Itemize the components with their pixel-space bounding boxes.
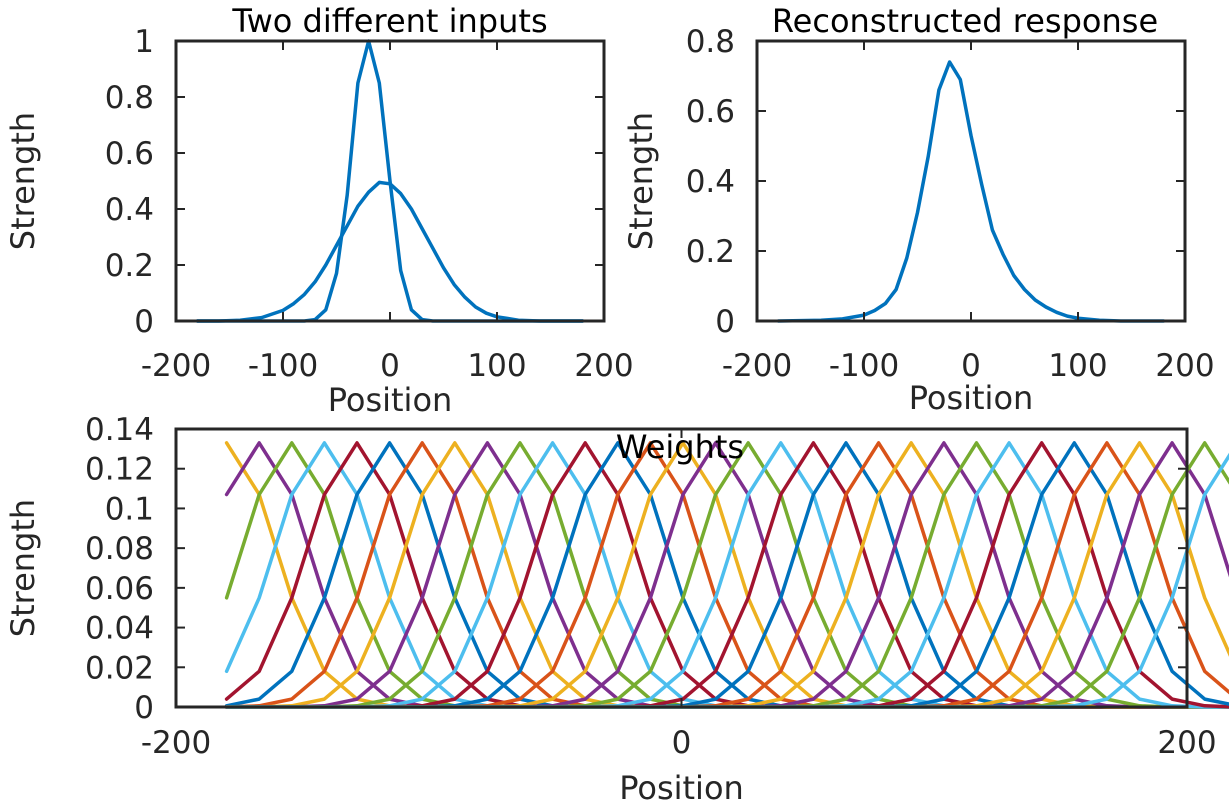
- series-line-18: [224, 441, 1229, 709]
- x-tick-label: -200: [141, 348, 211, 384]
- series-line-0: [776, 60, 1166, 323]
- series-line-20: [224, 441, 1229, 709]
- y-tick-label: 0: [134, 690, 154, 726]
- series-line-12: [224, 441, 1229, 709]
- x-tick-label: -100: [829, 348, 899, 384]
- series-line-17: [224, 441, 1229, 709]
- series-line-21: [224, 441, 1229, 709]
- x-tick-label: 0: [672, 725, 692, 761]
- series-line-7: [224, 441, 1229, 709]
- x-tick-label: 0: [961, 348, 981, 384]
- x-axis-label: Position: [619, 769, 744, 806]
- series-line-15: [224, 441, 1229, 709]
- series-line-1: [195, 39, 585, 323]
- subplot-two-different-inputs: -200 -100 0 100 200 0 0.2 0.4 0.6 0.8 1 Two differe…: [4, 2, 634, 419]
- y-axis-label: Strength: [622, 112, 660, 250]
- series-line-16: [224, 441, 1229, 709]
- y-tick-label: 1: [134, 24, 154, 60]
- series-line-8: [224, 441, 1229, 709]
- y-tick-label: 0: [134, 304, 154, 340]
- axes-box: [755, 39, 1187, 323]
- y-tick-label: 0.4: [105, 192, 154, 228]
- y-tick-label: 0.4: [686, 164, 735, 200]
- series-line-0: [224, 441, 1229, 709]
- x-tick-label: 0: [380, 348, 400, 384]
- series-line-2: [224, 441, 1229, 709]
- series-line-11: [224, 441, 1229, 709]
- series-line-6: [224, 441, 1229, 709]
- x-tick-label: -200: [722, 348, 792, 384]
- y-axis-label: Strength: [4, 499, 42, 637]
- x-tick-label: 100: [467, 348, 526, 384]
- x-axis-label: Position: [328, 381, 453, 419]
- series-line-27: [224, 441, 1229, 709]
- y-tick-label: 0.8: [105, 80, 154, 116]
- y-tick-label: 0.14: [85, 412, 154, 448]
- y-tick-label: 0.02: [85, 650, 154, 686]
- series-line-14: [224, 441, 1229, 709]
- series-line-24: [224, 441, 1229, 709]
- x-axis-label: Position: [909, 379, 1034, 417]
- series-line-30: [224, 441, 1229, 709]
- y-tick-label: 0.2: [686, 234, 735, 270]
- series-line-10: [224, 441, 1229, 709]
- y-tick-label: 0.2: [105, 248, 154, 284]
- y-tick-label: 0.6: [105, 136, 154, 172]
- series-line-4: [224, 441, 1229, 709]
- series-line-26: [224, 441, 1229, 709]
- x-tick-label: 100: [1048, 348, 1107, 384]
- subplot-reconstructed-response: -200 -100 0 100 200 0 0.2 0.4 0.6 0.8 Reconstructe…: [622, 2, 1215, 417]
- series-line-3: [224, 441, 1229, 709]
- y-tick-label: 0.08: [85, 531, 154, 567]
- series-line-23: [224, 441, 1229, 709]
- y-tick-label: 0.06: [85, 571, 154, 607]
- series-line-5: [224, 441, 1229, 709]
- x-tick-label: -200: [141, 725, 211, 761]
- series-group: [224, 441, 1229, 709]
- y-tick-label: 0.04: [85, 611, 154, 647]
- x-tick-label: 200: [1155, 348, 1214, 384]
- x-tick-label: 200: [1157, 725, 1216, 761]
- y-tick-label: 0.6: [686, 94, 735, 130]
- series-line-0: [195, 180, 585, 323]
- y-tick-label: 0.1: [105, 491, 154, 527]
- series-line-13: [224, 441, 1229, 709]
- series-line-1: [224, 441, 1229, 709]
- series-line-31: [224, 452, 1229, 709]
- y-axis-label: Strength: [4, 112, 42, 250]
- series-line-22: [224, 441, 1229, 709]
- series-line-25: [224, 441, 1229, 709]
- y-tick-label: 0.8: [686, 24, 735, 60]
- chart-title: Reconstructed response: [772, 2, 1158, 40]
- series-line-28: [224, 441, 1229, 709]
- x-tick-label: -100: [248, 348, 318, 384]
- y-tick-label: 0.12: [85, 452, 154, 488]
- series-line-19: [224, 441, 1229, 709]
- series-line-29: [224, 441, 1229, 709]
- series-group: [776, 60, 1166, 323]
- series-line-9: [224, 441, 1229, 709]
- y-tick-label: 0: [715, 304, 735, 340]
- series-group: [195, 39, 585, 323]
- x-tick-label: 200: [574, 348, 633, 384]
- chart-title: Two different inputs: [231, 2, 547, 40]
- chart-title: Weights: [616, 428, 744, 466]
